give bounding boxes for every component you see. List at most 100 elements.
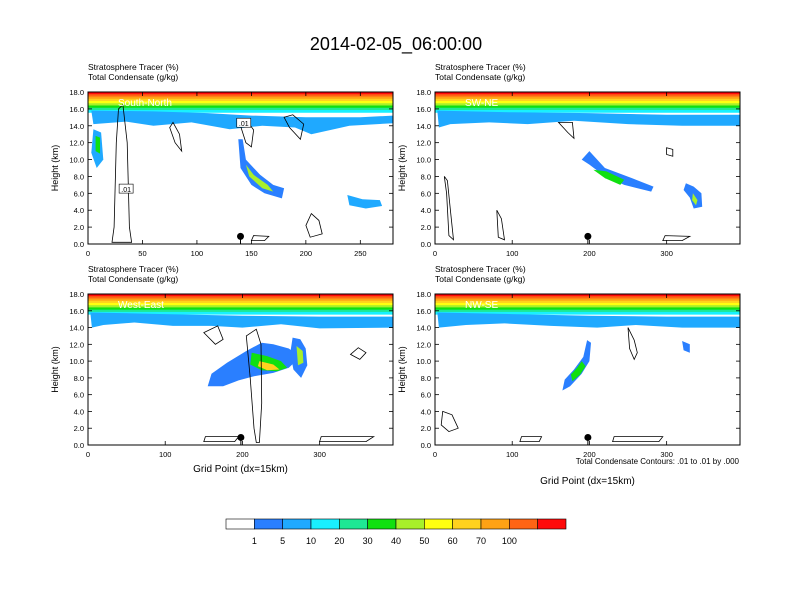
- tracer-band: [88, 110, 393, 113]
- tracer-band: [88, 305, 393, 308]
- tracer-band: [88, 92, 393, 95]
- panel-sw-ne: SW-NE Stratosphere Tracer (%)Total Conden…: [397, 62, 741, 258]
- panel-south-north: .01 .01 South-North Stratosphere Tracer (%)…: [50, 62, 394, 258]
- y-tick-label: 12.0: [69, 340, 84, 349]
- contour-label-box: [118, 183, 134, 194]
- y-tick-label: 18.0: [69, 290, 84, 299]
- panel-title-tracer: Stratosphere Tracer (%): [435, 264, 526, 274]
- condensate-contour: [666, 147, 674, 157]
- condensate-contour: [440, 410, 459, 433]
- colorbar-label: 1: [252, 536, 257, 546]
- y-tick-label: 14.0: [416, 122, 431, 131]
- y-tick-label: 16.0: [416, 105, 431, 114]
- x-tick-label: 100: [506, 450, 519, 459]
- tracer-band: [435, 98, 740, 102]
- y-tick-label: 18.0: [69, 88, 84, 97]
- condensate-contour: [519, 436, 543, 442]
- tracer-region: [90, 312, 393, 329]
- tracer-band: [435, 302, 740, 306]
- condensate-contour: [111, 103, 133, 243]
- tracer-region: [562, 340, 591, 391]
- y-tick-label: 16.0: [69, 105, 84, 114]
- condensate-contour: [627, 327, 638, 361]
- x-tick-label: 0: [433, 249, 437, 258]
- panel-label: NW-SE: [465, 300, 498, 311]
- panel-title-tracer: Stratosphere Tracer (%): [88, 264, 179, 274]
- colorbar-label: 50: [419, 536, 429, 546]
- tracer-region: [296, 346, 304, 366]
- colorbar-label: 70: [476, 536, 486, 546]
- y-tick-label: 8.0: [421, 172, 431, 181]
- tracer-band: [435, 110, 740, 113]
- tracer-band: [88, 296, 393, 299]
- tracer-band: [435, 294, 740, 297]
- condensate-contour: [612, 436, 664, 442]
- x-axis-label: Grid Point (dx=15km): [540, 476, 635, 487]
- x-tick-label: 250: [354, 249, 367, 258]
- x-tick-label: 300: [660, 450, 673, 459]
- y-tick-label: 4.0: [74, 206, 84, 215]
- x-tick-label: 300: [313, 450, 326, 459]
- y-tick-label: 6.0: [74, 391, 84, 400]
- x-tick-label: 100: [191, 249, 204, 258]
- panel-west-east: West-East Stratosphere Tracer (%)Total Co…: [50, 264, 394, 475]
- colorbar-label: 20: [334, 536, 344, 546]
- x-tick-label: 100: [159, 450, 172, 459]
- tracer-band: [88, 309, 393, 313]
- tracer-band: [435, 94, 740, 98]
- tracer-region: [692, 193, 698, 206]
- y-axis-label: Height (km): [50, 346, 60, 393]
- colorbar-swatch: [254, 518, 283, 530]
- y-tick-label: 8.0: [74, 172, 84, 181]
- y-tick-label: 16.0: [69, 307, 84, 316]
- x-tick-label: 0: [86, 249, 90, 258]
- tracer-band: [435, 307, 740, 311]
- y-tick-label: 2.0: [74, 424, 84, 433]
- y-tick-label: 2.0: [421, 424, 431, 433]
- y-tick-label: 4.0: [421, 407, 431, 416]
- x-tick-label: 0: [433, 450, 437, 459]
- tracer-band: [88, 98, 393, 102]
- location-marker: [584, 433, 592, 441]
- y-tick-label: 14.0: [69, 324, 84, 333]
- panel-title-condensate: Total Condensate (g/kg): [88, 72, 178, 82]
- condensate-contour: [443, 176, 455, 241]
- condensate-contour: [557, 122, 575, 140]
- colorbar-swatch: [509, 518, 538, 530]
- condensate-contour: [245, 328, 263, 443]
- colorbar-swatch: [225, 518, 255, 530]
- y-tick-label: 2.0: [421, 223, 431, 232]
- colorbar-label: 100: [502, 536, 517, 546]
- y-tick-label: 4.0: [421, 206, 431, 215]
- x-tick-label: 200: [583, 249, 596, 258]
- tracer-region: [238, 139, 285, 199]
- panel-title-condensate: Total Condensate (g/kg): [435, 274, 525, 284]
- tracer-region: [682, 341, 690, 353]
- x-tick-label: 200: [300, 249, 313, 258]
- panel-label: West-East: [118, 300, 164, 311]
- contour-label: .01: [121, 187, 131, 194]
- tracer-band: [435, 96, 740, 100]
- y-tick-label: 6.0: [421, 189, 431, 198]
- condensate-contour: [496, 210, 505, 241]
- x-tick-label: 200: [236, 450, 249, 459]
- tracer-band: [88, 294, 393, 297]
- y-axis-label: Height (km): [397, 145, 407, 192]
- panel-label: SW-NE: [465, 98, 498, 109]
- colorbar-swatch: [480, 518, 510, 530]
- tracer-band: [88, 96, 393, 100]
- y-tick-label: 10.0: [69, 357, 84, 366]
- condensate-contour: [305, 212, 323, 238]
- tracer-band: [88, 307, 393, 311]
- colorbar: 1 5 10 20 30 40 50 60 70 100: [225, 518, 567, 546]
- colorbar-label: 10: [306, 536, 316, 546]
- tracer-band: [88, 302, 393, 306]
- tracer-band: [435, 298, 740, 302]
- figure-title: 2014-02-05_06:00:00: [310, 34, 482, 55]
- colorbar-swatch: [452, 518, 482, 530]
- y-tick-label: 0.0: [421, 240, 431, 249]
- condensate-contour: [662, 235, 692, 241]
- y-tick-label: 0.0: [74, 441, 84, 450]
- location-marker: [237, 433, 245, 441]
